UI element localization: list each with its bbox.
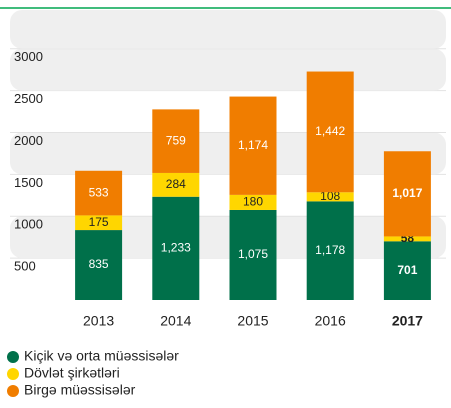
data-label: 1,442 <box>315 124 345 138</box>
data-label: 108 <box>320 189 340 203</box>
bar-segment <box>152 109 200 173</box>
y-tick-label: 3000 <box>14 49 43 64</box>
bar-segment <box>229 209 277 300</box>
data-label: 175 <box>89 215 109 229</box>
x-tick-label: 2017 <box>392 313 423 329</box>
y-tick-label: 1000 <box>14 217 43 232</box>
data-label: 1,174 <box>238 138 268 152</box>
y-tick-label: 1500 <box>14 175 43 190</box>
x-tick-label: 2014 <box>160 313 191 329</box>
bar-segment <box>229 96 277 195</box>
x-tick-label: 2015 <box>237 313 268 329</box>
y-tick-label: 2000 <box>14 133 43 148</box>
bar-segment <box>229 194 277 210</box>
bar-segment <box>306 201 354 300</box>
legend-label: Birgə müəssisələr <box>24 382 136 398</box>
bar-segment <box>306 192 354 202</box>
legend-label: Dövlət şirkətləri <box>24 365 120 381</box>
legend-swatch <box>7 351 19 363</box>
bar-segment <box>383 241 431 300</box>
data-label: 533 <box>89 185 109 199</box>
legend-label: Kiçik və orta müəssisələr <box>24 348 179 364</box>
bar-segment <box>75 215 123 231</box>
y-tick-label: 2500 <box>14 91 43 106</box>
bar-segment <box>75 170 123 216</box>
band <box>10 132 446 175</box>
data-label: 759 <box>166 133 186 147</box>
data-label: 1,017 <box>392 186 422 200</box>
bar-segment <box>152 196 200 300</box>
y-tick-label: 500 <box>14 259 36 274</box>
bar-segment <box>383 236 431 242</box>
data-label: 835 <box>89 257 109 271</box>
data-label: 180 <box>243 195 263 209</box>
legend-swatch <box>7 368 19 380</box>
data-label: 701 <box>397 263 417 277</box>
x-tick-label: 2016 <box>315 313 346 329</box>
data-label: 1,075 <box>238 247 268 261</box>
band <box>10 48 446 91</box>
band <box>10 10 446 49</box>
bar-segment <box>306 71 354 193</box>
bar-segment <box>75 230 123 300</box>
bar-segment <box>383 151 431 237</box>
data-label: 1,233 <box>161 241 191 255</box>
legend-swatch <box>7 385 19 397</box>
bar-segment <box>152 172 200 197</box>
data-label: 1,178 <box>315 243 345 257</box>
x-tick-label: 2013 <box>83 313 114 329</box>
data-label: 284 <box>166 177 186 191</box>
